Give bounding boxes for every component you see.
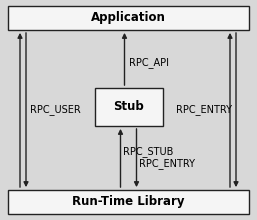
Text: Run-Time Library: Run-Time Library — [72, 196, 185, 209]
Text: Stub: Stub — [113, 101, 144, 114]
Bar — [8, 6, 249, 30]
Bar — [8, 190, 249, 214]
Text: RPC_API: RPC_API — [128, 58, 169, 68]
Text: Application: Application — [91, 11, 166, 24]
Text: RPC_USER: RPC_USER — [30, 104, 81, 116]
Bar — [95, 88, 162, 126]
Text: RPC_ENTRY: RPC_ENTRY — [139, 159, 195, 169]
Text: RPC_STUB: RPC_STUB — [123, 147, 173, 158]
Text: RPC_ENTRY: RPC_ENTRY — [176, 104, 232, 116]
